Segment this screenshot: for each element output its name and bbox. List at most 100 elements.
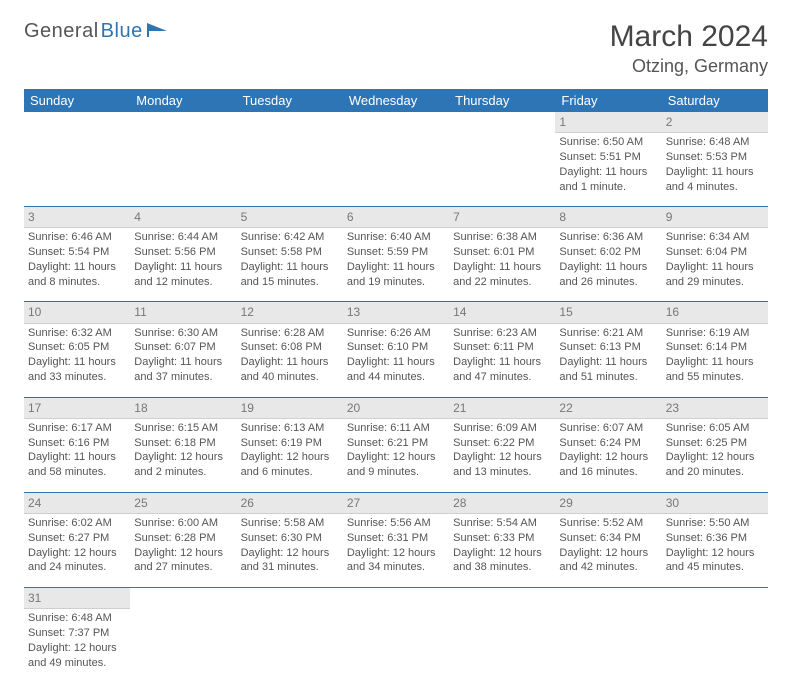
day2-text: and 44 minutes. <box>347 370 445 385</box>
day2-text: and 2 minutes. <box>134 465 232 480</box>
day-number: 30 <box>662 492 768 513</box>
day2-text: and 27 minutes. <box>134 560 232 575</box>
day-cell: Sunrise: 6:21 AMSunset: 6:13 PMDaylight:… <box>555 323 661 397</box>
day-number: 24 <box>24 492 130 513</box>
sunset-text: Sunset: 5:53 PM <box>666 150 764 165</box>
day-cell: Sunrise: 6:02 AMSunset: 6:27 PMDaylight:… <box>24 513 130 587</box>
day1-text: Daylight: 12 hours <box>241 546 339 561</box>
day-number: 14 <box>449 302 555 323</box>
day2-text: and 47 minutes. <box>453 370 551 385</box>
sunrise-text: Sunrise: 6:19 AM <box>666 326 764 341</box>
sunrise-text: Sunrise: 6:28 AM <box>241 326 339 341</box>
day1-text: Daylight: 12 hours <box>134 450 232 465</box>
sunset-text: Sunset: 6:31 PM <box>347 531 445 546</box>
sunset-text: Sunset: 6:01 PM <box>453 245 551 260</box>
day1-text: Daylight: 12 hours <box>28 641 126 656</box>
day-cell: Sunrise: 6:15 AMSunset: 6:18 PMDaylight:… <box>130 418 236 492</box>
daynum-row: 31 <box>24 587 768 608</box>
day-cell <box>24 133 130 207</box>
sunrise-text: Sunrise: 6:15 AM <box>134 421 232 436</box>
day-number: 19 <box>237 397 343 418</box>
day-number <box>237 112 343 133</box>
day2-text: and 26 minutes. <box>559 275 657 290</box>
day2-text: and 58 minutes. <box>28 465 126 480</box>
day-cell: Sunrise: 6:46 AMSunset: 5:54 PMDaylight:… <box>24 228 130 302</box>
day2-text: and 45 minutes. <box>666 560 764 575</box>
sunset-text: Sunset: 6:36 PM <box>666 531 764 546</box>
week-row: Sunrise: 6:46 AMSunset: 5:54 PMDaylight:… <box>24 228 768 302</box>
day1-text: Daylight: 11 hours <box>28 260 126 275</box>
day-cell: Sunrise: 6:28 AMSunset: 6:08 PMDaylight:… <box>237 323 343 397</box>
daynum-row: 10111213141516 <box>24 302 768 323</box>
day-cell: Sunrise: 6:36 AMSunset: 6:02 PMDaylight:… <box>555 228 661 302</box>
sunrise-text: Sunrise: 6:46 AM <box>28 230 126 245</box>
daynum-row: 24252627282930 <box>24 492 768 513</box>
weekday-header-row: Sunday Monday Tuesday Wednesday Thursday… <box>24 89 768 112</box>
day-cell <box>130 609 236 683</box>
day1-text: Daylight: 12 hours <box>559 450 657 465</box>
sunrise-text: Sunrise: 5:58 AM <box>241 516 339 531</box>
day2-text: and 8 minutes. <box>28 275 126 290</box>
day-number: 9 <box>662 207 768 228</box>
day-cell: Sunrise: 6:34 AMSunset: 6:04 PMDaylight:… <box>662 228 768 302</box>
sunset-text: Sunset: 5:54 PM <box>28 245 126 260</box>
sunset-text: Sunset: 6:24 PM <box>559 436 657 451</box>
week-row: Sunrise: 6:02 AMSunset: 6:27 PMDaylight:… <box>24 513 768 587</box>
day-number <box>130 587 236 608</box>
day-number: 12 <box>237 302 343 323</box>
day1-text: Daylight: 12 hours <box>453 450 551 465</box>
sunrise-text: Sunrise: 6:02 AM <box>28 516 126 531</box>
weekday-tue: Tuesday <box>237 89 343 112</box>
sunset-text: Sunset: 6:22 PM <box>453 436 551 451</box>
weekday-fri: Friday <box>555 89 661 112</box>
sunrise-text: Sunrise: 6:07 AM <box>559 421 657 436</box>
sunrise-text: Sunrise: 5:52 AM <box>559 516 657 531</box>
sunrise-text: Sunrise: 6:17 AM <box>28 421 126 436</box>
sunrise-text: Sunrise: 6:48 AM <box>666 135 764 150</box>
day1-text: Daylight: 11 hours <box>134 260 232 275</box>
day1-text: Daylight: 11 hours <box>559 165 657 180</box>
day-cell: Sunrise: 6:23 AMSunset: 6:11 PMDaylight:… <box>449 323 555 397</box>
day2-text: and 12 minutes. <box>134 275 232 290</box>
day1-text: Daylight: 12 hours <box>134 546 232 561</box>
day-cell <box>130 133 236 207</box>
sunrise-text: Sunrise: 6:30 AM <box>134 326 232 341</box>
day1-text: Daylight: 12 hours <box>28 546 126 561</box>
sunset-text: Sunset: 5:51 PM <box>559 150 657 165</box>
day1-text: Daylight: 11 hours <box>666 355 764 370</box>
day2-text: and 6 minutes. <box>241 465 339 480</box>
day1-text: Daylight: 11 hours <box>666 260 764 275</box>
day2-text: and 1 minute. <box>559 180 657 195</box>
sunrise-text: Sunrise: 6:42 AM <box>241 230 339 245</box>
sunset-text: Sunset: 5:58 PM <box>241 245 339 260</box>
daynum-row: 17181920212223 <box>24 397 768 418</box>
day1-text: Daylight: 11 hours <box>28 355 126 370</box>
day2-text: and 37 minutes. <box>134 370 232 385</box>
day1-text: Daylight: 12 hours <box>559 546 657 561</box>
day-number: 10 <box>24 302 130 323</box>
sunset-text: Sunset: 6:30 PM <box>241 531 339 546</box>
day-number <box>662 587 768 608</box>
sunrise-text: Sunrise: 6:50 AM <box>559 135 657 150</box>
day-cell: Sunrise: 6:11 AMSunset: 6:21 PMDaylight:… <box>343 418 449 492</box>
day2-text: and 22 minutes. <box>453 275 551 290</box>
day-cell: Sunrise: 6:00 AMSunset: 6:28 PMDaylight:… <box>130 513 236 587</box>
day-number <box>24 112 130 133</box>
day2-text: and 40 minutes. <box>241 370 339 385</box>
day-cell: Sunrise: 6:48 AMSunset: 7:37 PMDaylight:… <box>24 609 130 683</box>
day-number: 21 <box>449 397 555 418</box>
day-number: 16 <box>662 302 768 323</box>
sunrise-text: Sunrise: 5:50 AM <box>666 516 764 531</box>
sunset-text: Sunset: 6:33 PM <box>453 531 551 546</box>
logo-flag-icon <box>147 21 169 42</box>
sunset-text: Sunset: 6:08 PM <box>241 340 339 355</box>
day-number: 7 <box>449 207 555 228</box>
sunset-text: Sunset: 6:34 PM <box>559 531 657 546</box>
day-number: 26 <box>237 492 343 513</box>
day2-text: and 51 minutes. <box>559 370 657 385</box>
day2-text: and 13 minutes. <box>453 465 551 480</box>
day-cell: Sunrise: 6:42 AMSunset: 5:58 PMDaylight:… <box>237 228 343 302</box>
sunrise-text: Sunrise: 6:09 AM <box>453 421 551 436</box>
day1-text: Daylight: 12 hours <box>666 450 764 465</box>
day-cell <box>343 133 449 207</box>
